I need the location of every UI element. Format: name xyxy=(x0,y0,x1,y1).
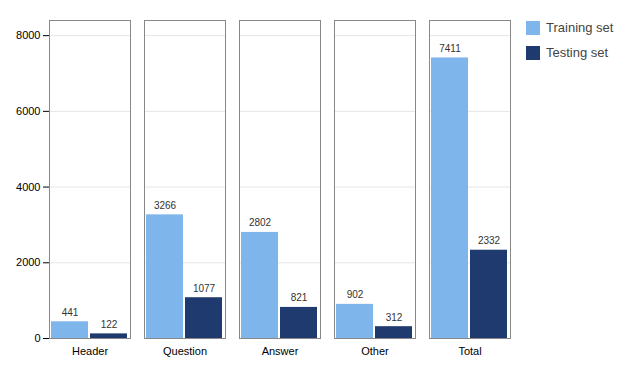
svg-text:441: 441 xyxy=(62,307,79,318)
svg-text:2332: 2332 xyxy=(478,235,501,246)
svg-text:821: 821 xyxy=(291,292,308,303)
svg-text:Other: Other xyxy=(361,345,389,357)
svg-text:Question: Question xyxy=(163,345,207,357)
svg-text:2802: 2802 xyxy=(249,217,272,228)
svg-text:Answer: Answer xyxy=(262,345,299,357)
svg-text:8000: 8000 xyxy=(16,29,40,41)
svg-text:6000: 6000 xyxy=(16,105,40,117)
svg-text:3266: 3266 xyxy=(154,200,177,211)
svg-text:2000: 2000 xyxy=(16,256,40,268)
svg-text:Header: Header xyxy=(72,345,108,357)
html-text:Training set: Training set xyxy=(546,20,614,35)
svg-text:1077: 1077 xyxy=(193,283,216,294)
svg-text:Total: Total xyxy=(458,345,481,357)
svg-text:312: 312 xyxy=(386,312,403,323)
svg-text:4000: 4000 xyxy=(16,181,40,193)
svg-text:122: 122 xyxy=(101,319,118,330)
html-text:Testing set: Testing set xyxy=(546,45,609,60)
svg-text:0: 0 xyxy=(34,332,40,344)
svg-text:7411: 7411 xyxy=(439,43,461,54)
svg-text:902: 902 xyxy=(347,289,364,300)
